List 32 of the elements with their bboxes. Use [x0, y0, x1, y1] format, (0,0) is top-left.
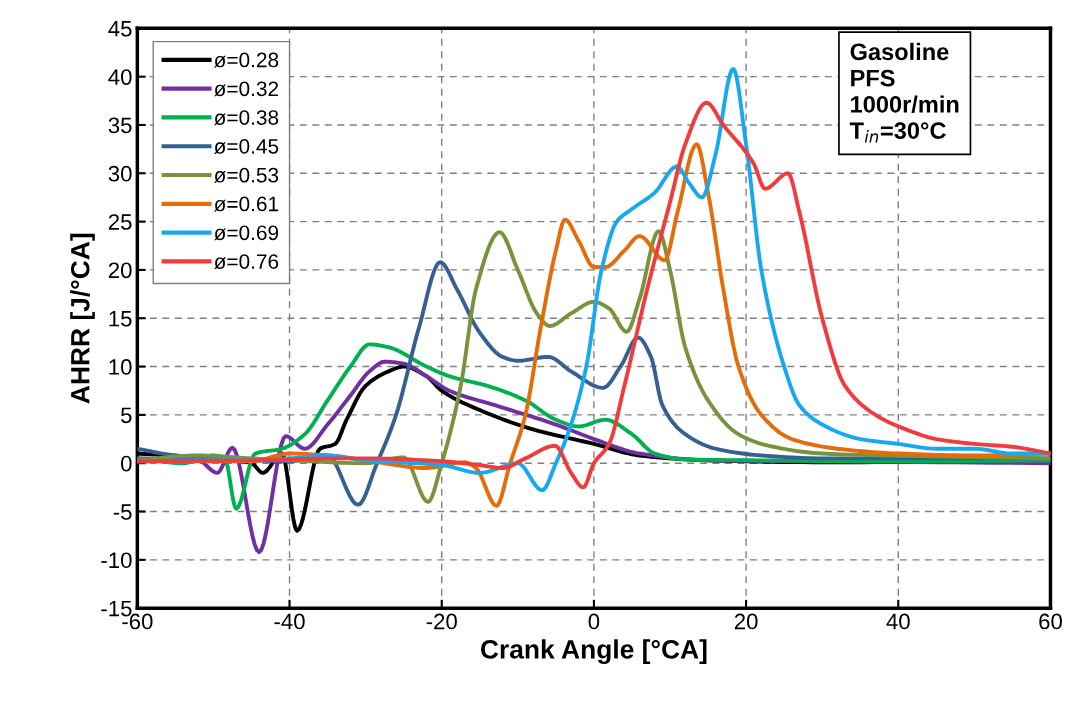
y-tick-label: 40: [108, 69, 132, 85]
y-tick-label: 25: [108, 214, 132, 230]
x-axis-title: Crank Angle [°CA]: [480, 639, 707, 665]
legend-label: ø=0.38: [214, 110, 279, 126]
x-tick-label: -20: [426, 613, 457, 630]
legend-label: ø=0.69: [214, 225, 279, 241]
legend-label: ø=0.53: [214, 167, 279, 183]
x-tick-label: 40: [886, 613, 910, 630]
annotation: PFS: [851, 69, 895, 87]
legend-label: ø=0.76: [214, 254, 279, 270]
y-tick-label: 30: [108, 165, 132, 182]
legend-label: ø=0.28: [214, 52, 279, 68]
y-tick-label: -5: [113, 504, 132, 520]
annotation: 1000r/min: [851, 95, 959, 113]
annotation: Gasoline: [850, 42, 949, 61]
x-tick-label: 60: [1039, 613, 1062, 630]
y-tick-label: 45: [108, 21, 132, 37]
legend-label: ø=0.32: [214, 81, 279, 97]
y-tick-label: 10: [109, 359, 132, 375]
y-tick-label: 15: [109, 311, 132, 327]
legend-label: ø=0.61: [214, 196, 279, 212]
y-tick-label: -10: [101, 552, 132, 569]
annotation: T$_{in}$=30°C: [849, 122, 946, 143]
y-tick-label: 20: [108, 262, 132, 279]
y-tick-label: 0: [120, 455, 132, 472]
y-tick-label: 35: [108, 117, 132, 134]
x-tick-label: 0: [588, 613, 600, 630]
x-tick-label: 20: [734, 613, 758, 630]
y-tick-label: 5: [121, 407, 132, 424]
y-axis-title: AHRR [J/°CA]: [70, 233, 95, 404]
x-tick-label: -40: [274, 613, 305, 630]
legend-label: ø=0.45: [214, 138, 279, 154]
